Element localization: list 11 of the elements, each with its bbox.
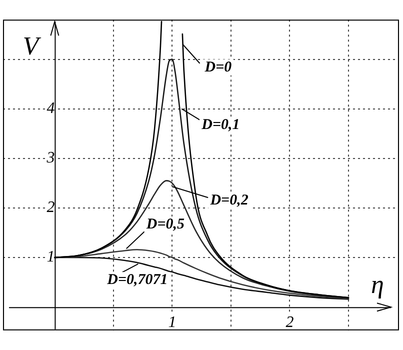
y-tick-label: 3: [46, 150, 55, 167]
x-axis-title: η: [371, 270, 384, 300]
y-axis-title: V: [22, 32, 42, 61]
y-tick-label: 4: [46, 100, 55, 118]
annotation: D=0,5: [145, 216, 186, 233]
annotation: D=0: [204, 59, 232, 76]
annotation: D=0,2: [209, 192, 249, 209]
y-tick-label: 2: [46, 199, 55, 216]
y-tick-label: 1: [46, 248, 55, 266]
annotation: D=0,1: [200, 116, 240, 133]
annotation: D=0,7071: [106, 272, 168, 288]
